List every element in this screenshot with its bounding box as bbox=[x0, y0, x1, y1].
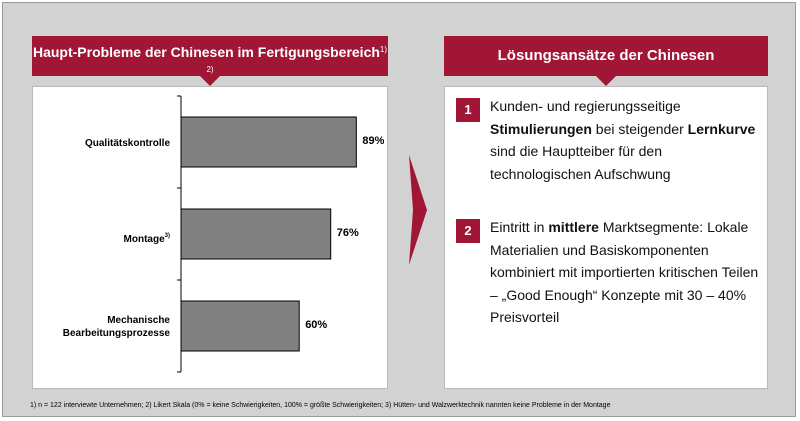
bar-mechanische-bearbeitung bbox=[180, 300, 300, 352]
solution-number-2: 2 bbox=[456, 219, 480, 243]
value-label-mechanische-bearbeitung: 60% bbox=[305, 319, 328, 331]
solution-item-1: 1 Kunden- und regierungsseitige Stimulie… bbox=[456, 95, 756, 205]
left-title-text: Haupt-Probleme der Chinesen im Fertigung… bbox=[32, 44, 380, 60]
right-section-title: Lösungsansätze der Chinesen bbox=[444, 36, 768, 76]
solution-text-2: Eintritt in mittlere Marktsegmente: Loka… bbox=[490, 219, 759, 325]
solutions-panel bbox=[444, 86, 768, 389]
footnote: 1) n = 122 interviewte Unternehmen; 2) L… bbox=[30, 402, 611, 409]
category-label-qualitaetskontrolle: Qualitätskontrolle bbox=[84, 138, 170, 149]
right-banner-notch bbox=[596, 76, 616, 86]
value-label-qualitaetskontrolle: 89% bbox=[362, 135, 385, 147]
category-label-mechanische-bearbeitung: Mechanische Bearbeitungsprozesse bbox=[62, 315, 170, 339]
left-section-title: Haupt-Probleme der Chinesen im Fertigung… bbox=[32, 36, 388, 76]
bar-montage bbox=[180, 208, 332, 260]
bar-qualitaetskontrolle bbox=[180, 116, 357, 168]
solution-item-2: 2 Eintritt in mittlere Marktsegmente: Lo… bbox=[456, 216, 758, 376]
solution-text-1: Kunden- und regierungsseitige Stimulieru… bbox=[490, 98, 756, 182]
solution-number-1: 1 bbox=[456, 98, 480, 122]
left-title-footnote-ref: 1) 2) bbox=[206, 45, 388, 74]
left-banner-notch bbox=[200, 76, 220, 86]
value-label-montage: 76% bbox=[336, 227, 359, 239]
transition-arrow-icon bbox=[409, 155, 427, 265]
category-label-montage: Montage3) bbox=[123, 233, 170, 245]
